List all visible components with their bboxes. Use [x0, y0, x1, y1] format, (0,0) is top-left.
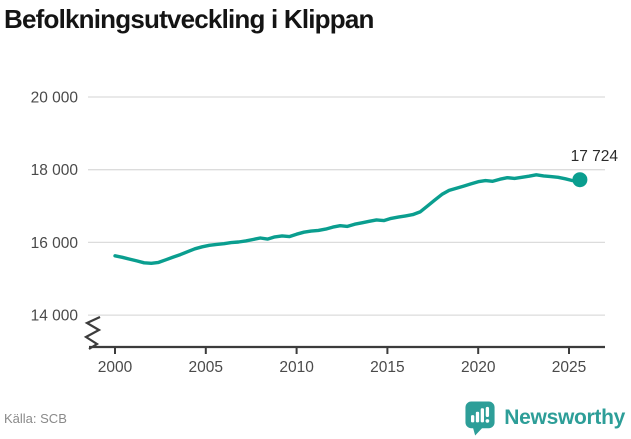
x-tick-label: 2000 — [98, 359, 133, 376]
newsworthy-logo[interactable]: Newsworthy — [464, 400, 625, 436]
x-tick-label: 2015 — [370, 359, 404, 376]
population-line-chart: 14 000 16 000 18 000 20 000 2000 2005 2010 2015… — [31, 90, 619, 377]
chart-footer: Källa: SCB Newsworthy — [4, 400, 625, 436]
data-line — [113, 173, 582, 265]
chart-title: Befolkningsutveckling i Klippan — [4, 4, 374, 34]
y-tick-label: 20 000 — [31, 90, 79, 107]
x-tick-label: 2020 — [461, 359, 496, 376]
last-value-label: 17 724 — [571, 148, 619, 165]
x-tick-label: 2025 — [552, 359, 586, 376]
y-axis-break-icon — [83, 316, 102, 350]
source-label: Källa: SCB — [4, 410, 67, 426]
newsworthy-badge-icon — [465, 401, 495, 436]
newsworthy-wordmark: Newsworthy — [504, 406, 625, 429]
y-tick-label: 16 000 — [31, 235, 79, 252]
x-tick-label: 2005 — [189, 359, 223, 376]
x-tick-label: 2010 — [279, 359, 314, 376]
y-tick-label: 18 000 — [31, 162, 79, 179]
end-point-dot — [572, 172, 588, 188]
y-tick-label: 14 000 — [31, 308, 79, 325]
